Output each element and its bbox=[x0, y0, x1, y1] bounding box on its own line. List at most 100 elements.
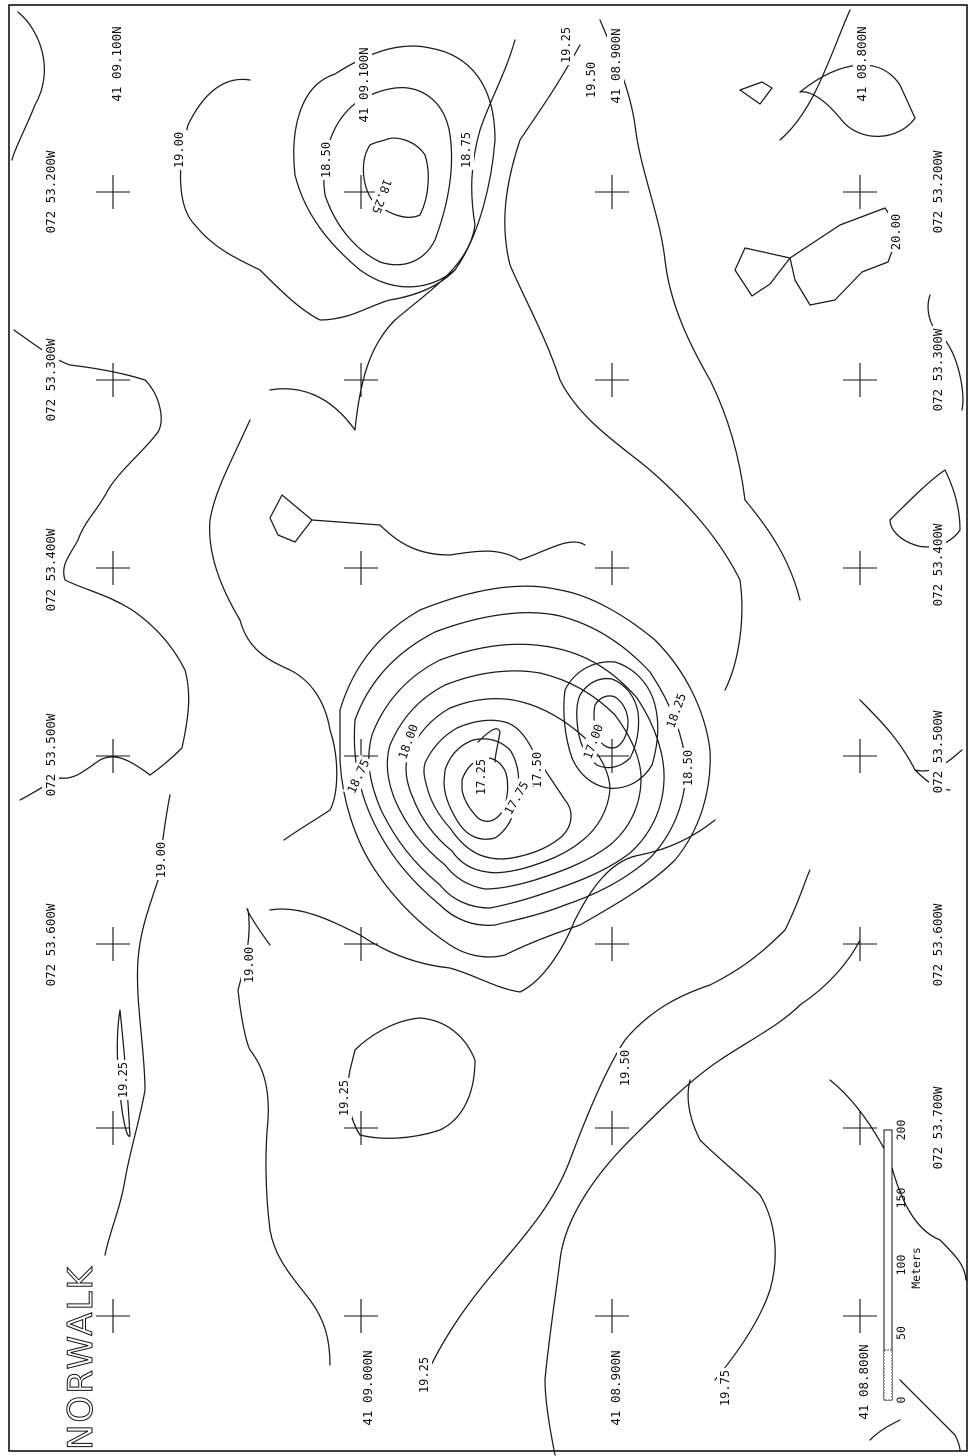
longitude-label: 072 53.600W bbox=[930, 903, 945, 986]
longitude-label: 072 53.200W bbox=[930, 150, 945, 233]
label-mask bbox=[342, 754, 375, 798]
label-mask bbox=[717, 1367, 733, 1409]
label-mask bbox=[153, 839, 169, 881]
scale-bar: 0 50 100 150 200 Meters bbox=[883, 1120, 923, 1403]
contour-ring-3 bbox=[368, 643, 665, 909]
contour-labels: 19.25 19.50 19.00 18.50 18.75 18.25 20.0… bbox=[115, 24, 904, 1409]
graticule-cross bbox=[843, 927, 877, 961]
contour-19-75-far bbox=[687, 1079, 776, 1381]
contour-19-left-band bbox=[208, 419, 338, 841]
contour-label: 19.25 bbox=[116, 1062, 130, 1098]
scale-unit-label: Meters bbox=[909, 1247, 923, 1289]
label-mask bbox=[680, 747, 696, 789]
contour-label: 19.25 bbox=[559, 27, 573, 63]
contour-18-50-loop bbox=[323, 87, 453, 266]
graticule-cross bbox=[96, 363, 130, 397]
latitude-label: 41 08.900N bbox=[608, 1350, 623, 1425]
label-mask bbox=[42, 711, 59, 799]
contour-right-coast-lower bbox=[829, 1079, 967, 1281]
graticule-cross bbox=[96, 1299, 130, 1333]
contour-label: 17.25 bbox=[474, 759, 488, 795]
label-mask bbox=[359, 1348, 376, 1428]
longitude-label: 072 53.400W bbox=[43, 528, 58, 611]
graticule-cross bbox=[344, 1299, 378, 1333]
longitude-label: 072 53.500W bbox=[43, 713, 58, 796]
scale-bar-fill bbox=[883, 1349, 893, 1401]
contour-ring-7-east bbox=[563, 661, 659, 789]
scale-tick-label: 150 bbox=[894, 1188, 908, 1209]
contour-label: 18.75 bbox=[344, 757, 372, 796]
place-name-label: NORWALK bbox=[61, 1265, 101, 1450]
contour-lower-right bbox=[869, 1379, 961, 1451]
contour-label: 19.25 bbox=[417, 1357, 431, 1393]
latitude-label: 41 08.800N bbox=[854, 26, 869, 101]
contour-label: 19.00 bbox=[154, 842, 168, 878]
label-mask bbox=[855, 1342, 872, 1422]
label-mask bbox=[241, 944, 257, 986]
graticule-cross bbox=[96, 551, 130, 585]
graticule-cross bbox=[344, 1111, 378, 1145]
label-mask bbox=[42, 526, 59, 614]
label-mask bbox=[473, 756, 489, 798]
scale-tick-label: 100 bbox=[894, 1255, 908, 1276]
contour-label: 18.50 bbox=[319, 142, 333, 178]
contour-19-mid bbox=[311, 519, 586, 561]
graticule-cross bbox=[595, 1111, 629, 1145]
contour-small-loop-middle bbox=[269, 494, 313, 543]
contour-label: 18.50 bbox=[681, 750, 695, 786]
label-mask bbox=[171, 129, 187, 171]
label-mask bbox=[929, 326, 946, 414]
contour-label: 19.50 bbox=[584, 62, 598, 98]
contour-label: 18.75 bbox=[459, 132, 473, 168]
contour-right-bump-2 bbox=[889, 469, 961, 548]
label-mask bbox=[929, 708, 946, 796]
graticule-cross bbox=[843, 363, 877, 397]
label-mask bbox=[617, 1047, 633, 1089]
graticule-cross bbox=[595, 739, 629, 773]
longitude-label: 072 53.500W bbox=[930, 710, 945, 793]
label-mask bbox=[853, 24, 870, 104]
graticule-cross bbox=[344, 363, 378, 397]
contour-label: 17.00 bbox=[580, 722, 606, 761]
label-mask bbox=[318, 139, 334, 181]
label-mask bbox=[108, 24, 125, 104]
contour-label: 19.00 bbox=[242, 947, 256, 983]
contour-18-75-loop bbox=[293, 45, 496, 288]
scale-tick-label: 0 bbox=[894, 1396, 908, 1403]
label-mask bbox=[661, 689, 691, 733]
graticule-cross bbox=[843, 1299, 877, 1333]
graticule-cross bbox=[595, 175, 629, 209]
contour-label: 19.50 bbox=[618, 1050, 632, 1086]
graticule-cross bbox=[344, 175, 378, 209]
graticule-cross bbox=[96, 927, 130, 961]
label-mask bbox=[929, 148, 946, 236]
depth-contours bbox=[11, 9, 967, 1456]
contour-17-25-inner bbox=[477, 728, 501, 763]
contour-19-25-loop-center bbox=[347, 1017, 476, 1139]
contour-label: 17.50 bbox=[530, 752, 544, 788]
graticule-cross bbox=[96, 1111, 130, 1145]
contour-label: 18.25 bbox=[369, 177, 395, 216]
contour-19-25-band bbox=[504, 44, 743, 691]
contour-left-coast bbox=[13, 329, 190, 776]
contour-right-small-loop bbox=[739, 81, 773, 105]
contour-19-50-lower bbox=[419, 869, 811, 1391]
label-mask bbox=[367, 174, 397, 218]
scale-tick-label: 50 bbox=[894, 1326, 908, 1340]
scale-tick-label: 200 bbox=[894, 1120, 908, 1141]
label-mask bbox=[929, 901, 946, 989]
longitude-label: 072 53.700W bbox=[930, 1086, 945, 1169]
graticule-cross bbox=[344, 927, 378, 961]
contour-label: 18.25 bbox=[663, 691, 689, 730]
contour-left-coast-lower bbox=[19, 756, 151, 801]
latitude-label: 41 08.800N bbox=[856, 1344, 871, 1419]
contour-label: 19.00 bbox=[172, 132, 186, 168]
contour-ring-8-east bbox=[576, 677, 640, 769]
graticule-crosses bbox=[96, 175, 877, 1333]
label-mask bbox=[42, 336, 59, 424]
contour-18-25-loop bbox=[362, 137, 429, 218]
longitude-label: 072 53.600W bbox=[43, 903, 58, 986]
graticule-cross bbox=[843, 739, 877, 773]
label-mask bbox=[929, 521, 946, 609]
